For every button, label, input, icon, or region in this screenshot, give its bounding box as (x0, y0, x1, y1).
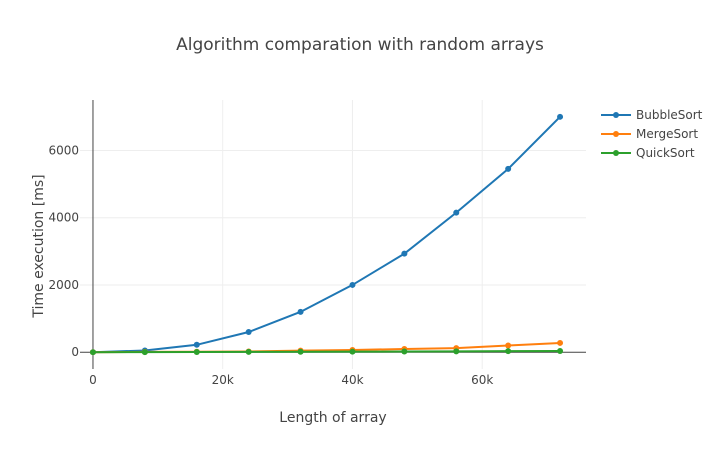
data-point[interactable] (557, 113, 564, 120)
x-tick-label: 60k (471, 373, 493, 387)
legend-label: BubbleSort (636, 108, 703, 122)
data-point[interactable] (141, 349, 148, 356)
data-point[interactable] (401, 250, 408, 257)
y-tick-label: 4000 (48, 211, 79, 225)
y-tick-label: 6000 (48, 143, 79, 157)
data-point[interactable] (245, 329, 252, 336)
series-line (92, 116, 561, 354)
legend-label: QuickSort (636, 146, 695, 160)
data-point[interactable] (245, 348, 252, 355)
series-bubblesort (89, 113, 564, 356)
legend-item-mergesort[interactable]: MergeSort (601, 127, 698, 141)
data-point[interactable] (557, 339, 564, 346)
x-tick-label: 40k (341, 373, 363, 387)
axes: 0 20k 40k 60k 0 2000 4000 6000 (48, 100, 586, 387)
legend-swatch-marker (613, 150, 619, 156)
grid-lines (80, 100, 586, 369)
data-point[interactable] (349, 348, 356, 355)
legend-swatch-marker (613, 112, 619, 118)
y-tick-label: 2000 (48, 278, 79, 292)
legend-item-bubblesort[interactable]: BubbleSort (601, 108, 703, 122)
series-quicksort (89, 348, 564, 356)
data-point[interactable] (453, 209, 460, 216)
data-point[interactable] (401, 348, 408, 355)
series-line (92, 350, 561, 354)
legend-swatch-marker (613, 131, 619, 137)
data-point[interactable] (193, 341, 200, 348)
x-tick-label: 20k (212, 373, 234, 387)
data-point[interactable] (505, 342, 512, 349)
plot-area (89, 113, 564, 356)
chart-title: Algorithm comparation with random arrays (176, 35, 544, 55)
legend[interactable]: BubbleSort MergeSort QuickSort (601, 108, 703, 160)
y-tick-label: 0 (71, 345, 79, 359)
data-point[interactable] (193, 349, 200, 356)
data-point[interactable] (297, 348, 304, 355)
data-point[interactable] (89, 349, 96, 356)
data-point[interactable] (453, 348, 460, 355)
data-point[interactable] (297, 308, 304, 315)
x-axis-title: Length of array (279, 410, 386, 426)
x-tick-label: 0 (89, 373, 97, 387)
data-point[interactable] (505, 165, 512, 172)
legend-item-quicksort[interactable]: QuickSort (601, 146, 695, 160)
y-axis-title: Time execution [ms] (31, 174, 47, 318)
data-point[interactable] (349, 281, 356, 288)
legend-label: MergeSort (636, 127, 698, 141)
data-point[interactable] (505, 348, 512, 355)
data-point[interactable] (557, 348, 564, 355)
